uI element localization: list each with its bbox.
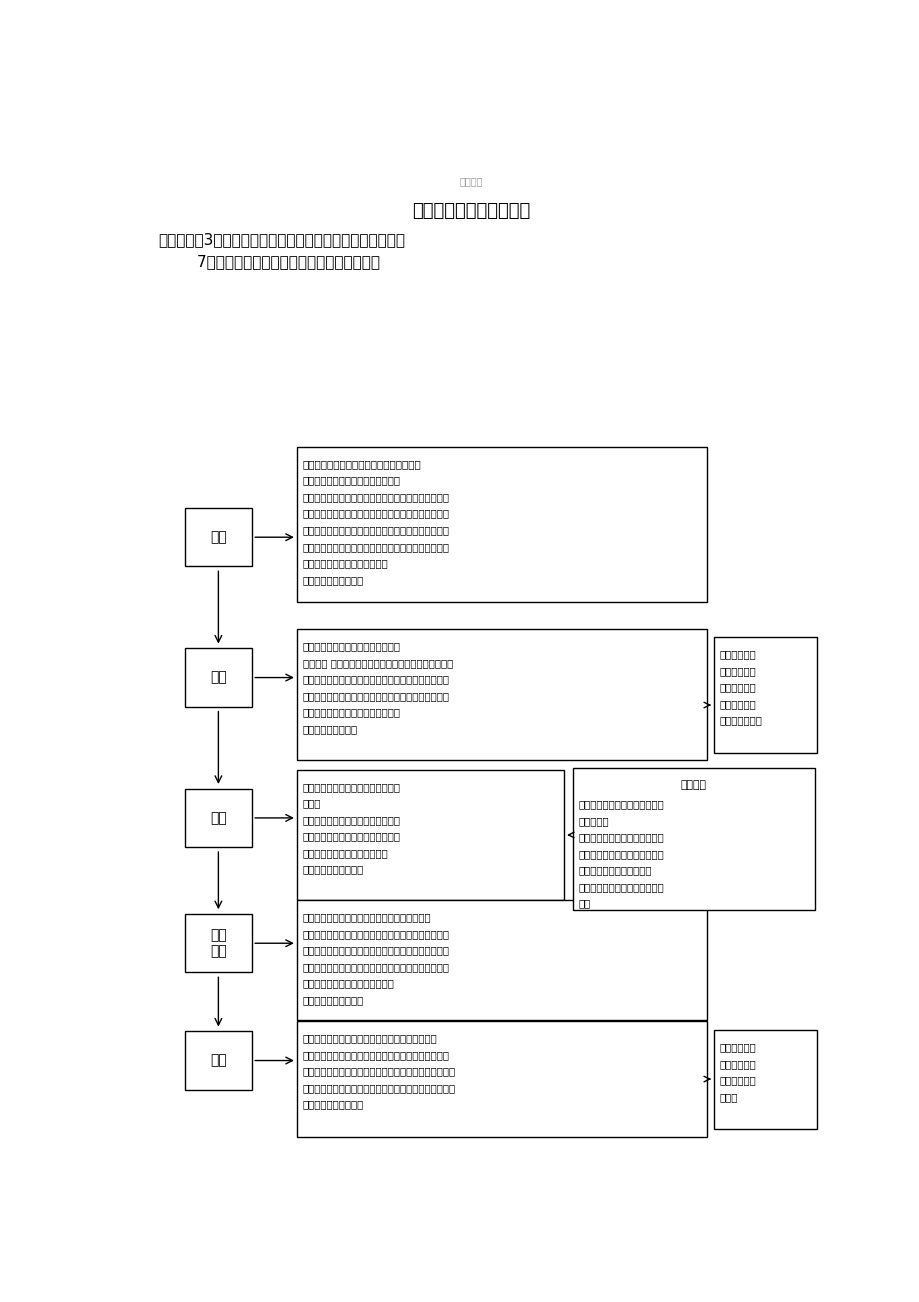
Text: 工作内容：准予许可的，制作并核发《植物检疫证书》: 工作内容：准予许可的，制作并核发《植物检疫证书》 <box>302 1049 449 1060</box>
Text: 受理: 受理 <box>210 671 226 685</box>
Text: 7．省际间调运植物和植物产品检疫证书核发: 7．省际间调运植物和植物产品检疫证书核发 <box>158 254 380 270</box>
Text: 诉讼。: 诉讼。 <box>719 1092 737 1101</box>
Text: 送达: 送达 <box>210 1053 226 1068</box>
Text: 提出是否准予许可的初步看法。: 提出是否准予许可的初步看法。 <box>302 848 388 858</box>
Text: 不予受理的，: 不予受理的， <box>719 650 755 660</box>
Text: 限）: 限） <box>578 898 590 909</box>
Bar <box>297 769 563 900</box>
Bar <box>713 638 816 753</box>
Text: 办理时限：５日（不计入审批时: 办理时限：５日（不计入审批时 <box>578 881 664 892</box>
Text: 不予许可的，: 不予许可的， <box>719 1043 755 1052</box>
Bar <box>297 900 706 1021</box>
Text: 承办岗位：福建省林业有害生物防治: 承办岗位：福建省林业有害生物防治 <box>302 781 400 792</box>
Text: 办理时限：５个工作日: 办理时限：５个工作日 <box>302 1100 363 1109</box>
Text: 检疫的，收到检疫结果当天核发。: 检疫的，收到检疫结果当天核发。 <box>302 978 394 988</box>
Text: 全部补正申请材料的，立刻受理；不予受理的，书面告: 全部补正申请材料的，立刻受理；不予受理的，书面告 <box>302 691 449 700</box>
Text: 可依法提起行: 可依法提起行 <box>719 1059 755 1069</box>
Text: 工作内容 审查申请材料，作出受理或者不予受理确定。: 工作内容 审查申请材料，作出受理或者不予受理确定。 <box>302 658 452 668</box>
Text: 细心整理: 细心整理 <box>460 176 482 186</box>
Text: 向有权机关申请；指导申请人更正可以即时更正的材料: 向有权机关申请；指导申请人更正可以即时更正的材料 <box>302 525 449 535</box>
Text: 日内作出准予或不许许可的确定。其中，对核发《植物: 日内作出准予或不许许可的确定。其中，对核发《植物 <box>302 945 449 956</box>
Text: 承办岗位：福建省林业有害生物: 承办岗位：福建省林业有害生物 <box>578 799 664 810</box>
Text: 或《引进林木种子、苗木及其它繁殖材料检疫审批单》；: 或《引进林木种子、苗木及其它繁殖材料检疫审批单》； <box>302 1066 455 1077</box>
Text: 工作内容：收件。对依法不须要审批的即时告知；对不: 工作内容：收件。对依法不须要审批的即时告知；对不 <box>302 492 449 503</box>
Bar <box>185 508 252 566</box>
Text: 须现场抽取样品检疫检验。: 须现场抽取样品检疫检验。 <box>578 866 652 875</box>
Text: 办理时限：即时办理: 办理时限：即时办理 <box>302 724 357 734</box>
Text: 承办岗位：厅政务效劳中心３号窗口: 承办岗位：厅政务效劳中心３号窗口 <box>302 642 400 651</box>
Bar <box>185 789 252 848</box>
Text: 可向驻厅监察: 可向驻厅监察 <box>719 667 755 676</box>
Text: 审批
确定: 审批 确定 <box>210 928 226 958</box>
Text: 检疫局: 检疫局 <box>302 798 321 809</box>
Text: 办理时限：２个工作日: 办理时限：２个工作日 <box>302 865 363 875</box>
Bar <box>297 1022 706 1137</box>
Text: 法提起行政复: 法提起行政复 <box>719 699 755 710</box>
Text: 审核: 审核 <box>210 811 226 825</box>
Text: 办理时限：２个工作日: 办理时限：２个工作日 <box>302 574 363 585</box>
Text: 防治检疫局: 防治检疫局 <box>578 816 608 825</box>
Text: 现场检疫的，对检疫结果进展审核，: 现场检疫的，对检疫结果进展审核， <box>302 832 400 841</box>
Bar <box>185 1031 252 1090</box>
Text: 工作内容：除按规定可以干脆换: 工作内容：除按规定可以干脆换 <box>578 832 664 842</box>
Text: 申请人遵照效劳指南的要求提交申请材料。: 申请人遵照效劳指南的要求提交申请材料。 <box>302 460 421 469</box>
Text: 检疫证书》不须要现场检疫的，受理当天核发，需现场: 检疫证书》不须要现场检疫的，受理当天核发，需现场 <box>302 962 449 971</box>
Text: 不予许可的，书面告知并说明理由，告知权利救济渠道。: 不予许可的，书面告知并说明理由，告知权利救济渠道。 <box>302 1083 455 1094</box>
Text: 属于本机关职权范围的即时作出不予受理确定，并告知: 属于本机关职权范围的即时作出不予受理确定，并告知 <box>302 509 449 518</box>
Bar <box>573 768 814 910</box>
Bar <box>185 914 252 973</box>
Bar <box>297 629 706 760</box>
Text: 议、行政诉讼。: 议、行政诉讼。 <box>719 716 762 725</box>
Text: 工作内容：对申报材料进展审查，有: 工作内容：对申报材料进展审查，有 <box>302 815 400 825</box>
Bar <box>713 1030 816 1129</box>
Text: 适用范围：3．引进林木种子、苗木及其它繁殖材料检疫审批: 适用范围：3．引进林木种子、苗木及其它繁殖材料检疫审批 <box>158 232 404 247</box>
Text: 材料齐全且符合规定要求的，或者申请人遵照要求提交: 材料齐全且符合规定要求的，或者申请人遵照要求提交 <box>302 674 449 685</box>
Text: 室投诉，或依: 室投诉，或依 <box>719 682 755 693</box>
Text: 错误；对材料不齐全或者不符合法定形式的，２日内一: 错误；对材料不齐全或者不符合法定形式的，２日内一 <box>302 542 449 552</box>
Bar <box>297 447 706 603</box>
Text: 政复议、行政: 政复议、行政 <box>719 1075 755 1086</box>
Text: 发《植物检疫证书》的状况外，: 发《植物检疫证书》的状况外， <box>578 849 664 859</box>
Text: 森防检疫行政审批流程图: 森防检疫行政审批流程图 <box>412 202 530 220</box>
Text: 承办岗位：厅政务效劳中心３号窗口: 承办岗位：厅政务效劳中心３号窗口 <box>302 475 400 486</box>
Text: 次性告知须要补正的全部内容。: 次性告知须要补正的全部内容。 <box>302 559 388 568</box>
Text: 办理时限：３个工作日: 办理时限：３个工作日 <box>302 995 363 1005</box>
Text: 申请: 申请 <box>210 530 226 544</box>
Text: 工作内容：依据初步审核看法，在受理之日起５个工作: 工作内容：依据初步审核看法，在受理之日起５个工作 <box>302 928 449 939</box>
Text: 承办岗位：福建省林业有害生物防治检疫局领导: 承办岗位：福建省林业有害生物防治检疫局领导 <box>302 913 431 922</box>
Text: 承办岗位：福建省林业有害生物防治检疫局检疫科: 承办岗位：福建省林业有害生物防治检疫局检疫科 <box>302 1034 437 1043</box>
Text: 知并说明理由，告知权利救济渠道。: 知并说明理由，告知权利救济渠道。 <box>302 708 400 717</box>
Text: 现场勘查: 现场勘查 <box>680 780 706 790</box>
Bar <box>185 648 252 707</box>
